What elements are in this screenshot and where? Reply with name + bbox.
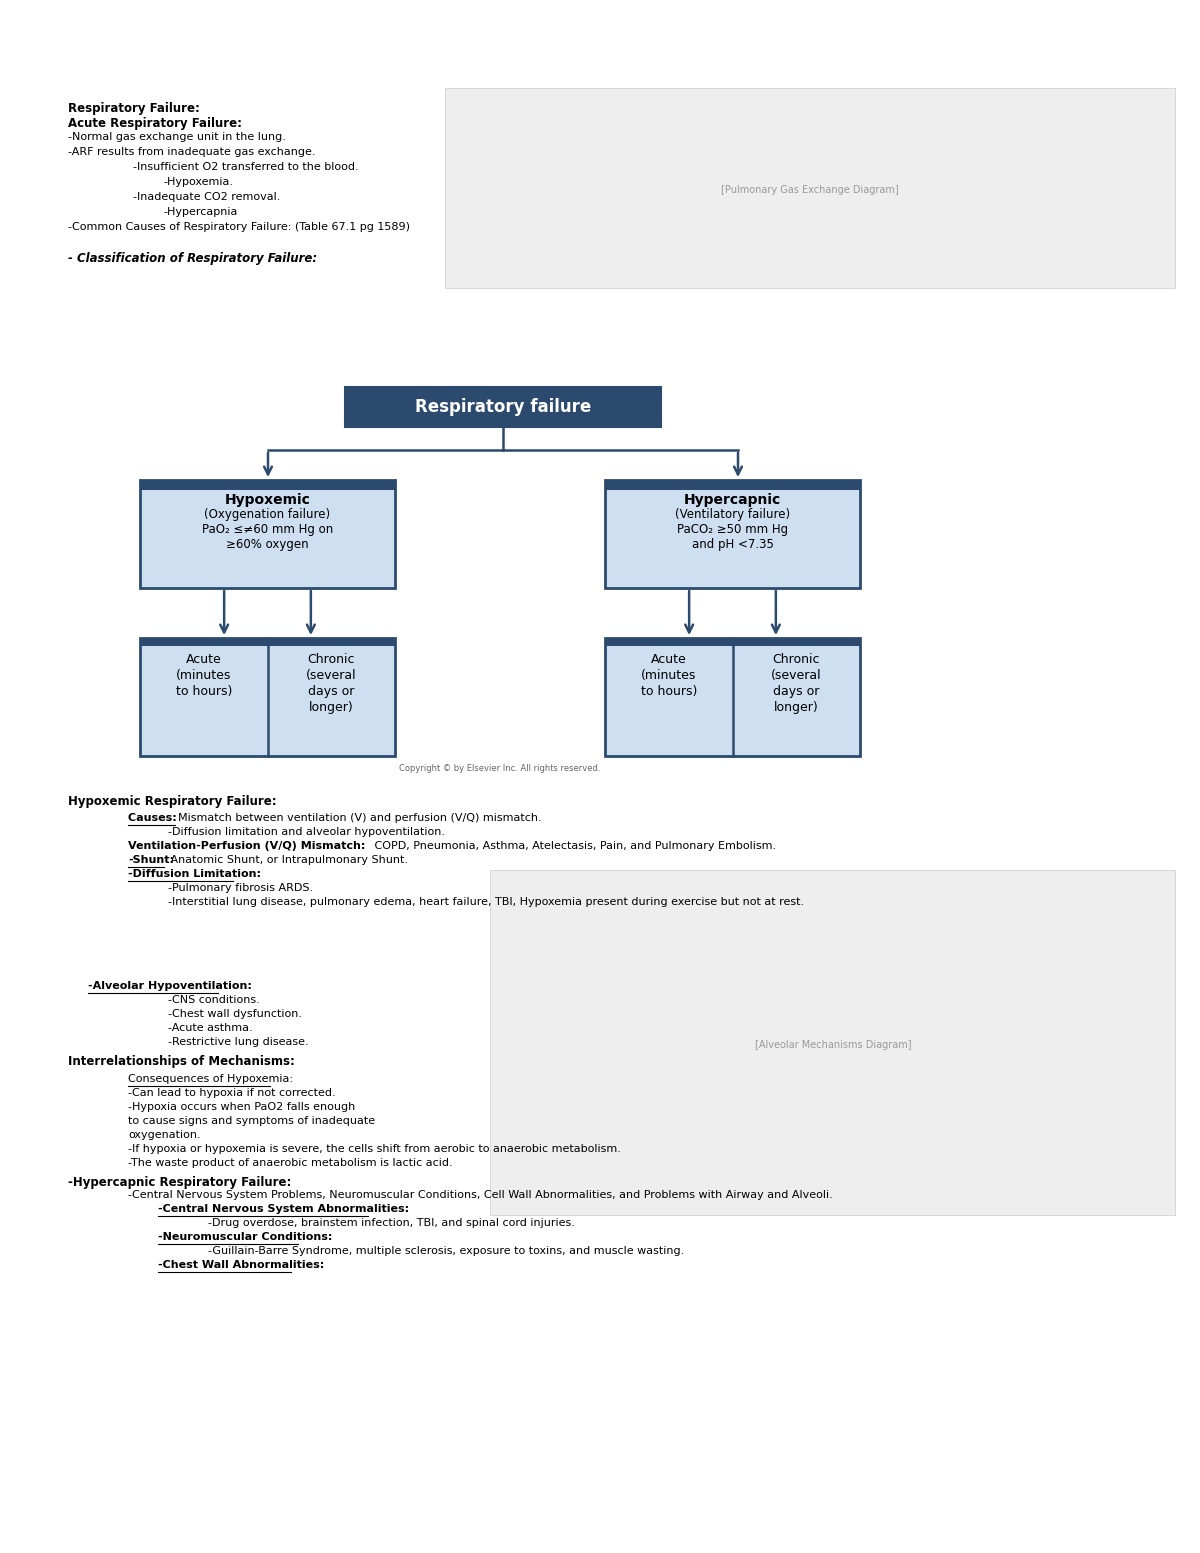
- Text: -Restrictive lung disease.: -Restrictive lung disease.: [168, 1037, 308, 1047]
- Text: Respiratory Failure:: Respiratory Failure:: [68, 102, 200, 115]
- Text: -Hypercapnia: -Hypercapnia: [163, 207, 238, 217]
- Text: Ventilation-Perfusion (V/Q) Mismatch:: Ventilation-Perfusion (V/Q) Mismatch:: [128, 842, 365, 851]
- Text: -Can lead to hypoxia if not corrected.: -Can lead to hypoxia if not corrected.: [128, 1087, 336, 1098]
- Text: -Drug overdose, brainstem infection, TBI, and spinal cord injuries.: -Drug overdose, brainstem infection, TBI…: [208, 1218, 575, 1228]
- Text: ≥60% oxygen: ≥60% oxygen: [226, 537, 308, 551]
- Text: PaO₂ ≤≠60 mm Hg on: PaO₂ ≤≠60 mm Hg on: [202, 523, 334, 536]
- Text: -Guillain-Barre Syndrome, multiple sclerosis, exposure to toxins, and muscle was: -Guillain-Barre Syndrome, multiple scler…: [208, 1246, 684, 1256]
- Text: days or: days or: [773, 685, 820, 697]
- Text: -Normal gas exchange unit in the lung.: -Normal gas exchange unit in the lung.: [68, 132, 286, 141]
- Text: -ARF results from inadequate gas exchange.: -ARF results from inadequate gas exchang…: [68, 148, 316, 157]
- Text: Anatomic Shunt, or Intrapulmonary Shunt.: Anatomic Shunt, or Intrapulmonary Shunt.: [167, 856, 408, 865]
- Text: - Classification of Respiratory Failure:: - Classification of Respiratory Failure:: [68, 252, 317, 266]
- Text: Acute Respiratory Failure:: Acute Respiratory Failure:: [68, 116, 242, 130]
- Text: -Diffusion limitation and alveolar hypoventilation.: -Diffusion limitation and alveolar hypov…: [168, 828, 445, 837]
- Bar: [140, 638, 395, 756]
- Text: longer): longer): [308, 700, 354, 714]
- Bar: [140, 480, 395, 589]
- Text: -If hypoxia or hypoxemia is severe, the cells shift from aerobic to anaerobic me: -If hypoxia or hypoxemia is severe, the …: [128, 1143, 620, 1154]
- Text: oxygenation.: oxygenation.: [128, 1129, 200, 1140]
- Bar: [605, 638, 860, 646]
- Bar: [445, 89, 1175, 287]
- Text: -Neuromuscular Conditions:: -Neuromuscular Conditions:: [158, 1232, 332, 1242]
- Bar: [605, 638, 860, 756]
- Text: days or: days or: [308, 685, 354, 697]
- Text: Interrelationships of Mechanisms:: Interrelationships of Mechanisms:: [68, 1056, 295, 1068]
- Text: (several: (several: [306, 669, 356, 682]
- Text: (several: (several: [770, 669, 822, 682]
- Text: -Pulmonary fibrosis ARDS.: -Pulmonary fibrosis ARDS.: [168, 884, 313, 893]
- Text: Causes:: Causes:: [128, 814, 181, 823]
- Text: Acute: Acute: [186, 652, 222, 666]
- Text: (minutes: (minutes: [641, 669, 696, 682]
- Text: -Interstitial lung disease, pulmonary edema, heart failure, TBI, Hypoxemia prese: -Interstitial lung disease, pulmonary ed…: [168, 898, 804, 907]
- Bar: [605, 480, 860, 589]
- Text: PaCO₂ ≥50 mm Hg: PaCO₂ ≥50 mm Hg: [677, 523, 788, 536]
- Text: -Diffusion Limitation:: -Diffusion Limitation:: [128, 870, 262, 879]
- Text: -Chest wall dysfunction.: -Chest wall dysfunction.: [168, 1009, 302, 1019]
- Text: longer): longer): [774, 700, 818, 714]
- Text: -Chest Wall Abnormalities:: -Chest Wall Abnormalities:: [158, 1259, 324, 1270]
- Text: -Common Causes of Respiratory Failure: (Table 67.1 pg 1589): -Common Causes of Respiratory Failure: (…: [68, 222, 410, 231]
- Text: -Acute asthma.: -Acute asthma.: [168, 1023, 253, 1033]
- Text: -CNS conditions.: -CNS conditions.: [168, 995, 259, 1005]
- Text: -Hypoxia occurs when PaO2 falls enough: -Hypoxia occurs when PaO2 falls enough: [128, 1101, 355, 1112]
- Bar: [140, 480, 395, 491]
- Text: [Alveolar Mechanisms Diagram]: [Alveolar Mechanisms Diagram]: [755, 1041, 911, 1050]
- Text: (minutes: (minutes: [176, 669, 232, 682]
- Text: -Hypercapnic Respiratory Failure:: -Hypercapnic Respiratory Failure:: [68, 1176, 292, 1188]
- Text: [Pulmonary Gas Exchange Diagram]: [Pulmonary Gas Exchange Diagram]: [721, 185, 899, 196]
- Text: Hypercapnic: Hypercapnic: [684, 492, 781, 506]
- Bar: [490, 870, 1175, 1214]
- Text: Mismatch between ventilation (V) and perfusion (V/Q) mismatch.: Mismatch between ventilation (V) and per…: [178, 814, 541, 823]
- Text: and pH <7.35: and pH <7.35: [691, 537, 774, 551]
- Text: Consequences of Hypoxemia:: Consequences of Hypoxemia:: [128, 1073, 293, 1084]
- Text: Respiratory failure: Respiratory failure: [415, 398, 592, 416]
- Text: -Shunt:: -Shunt:: [128, 856, 174, 865]
- Text: to hours): to hours): [641, 685, 697, 697]
- Bar: [346, 387, 661, 427]
- Bar: [140, 638, 395, 646]
- Text: Chronic: Chronic: [773, 652, 820, 666]
- Bar: [605, 480, 860, 491]
- Text: -Inadequate CO2 removal.: -Inadequate CO2 removal.: [133, 193, 281, 202]
- Text: -The waste product of anaerobic metabolism is lactic acid.: -The waste product of anaerobic metaboli…: [128, 1157, 452, 1168]
- Text: COPD, Pneumonia, Asthma, Atelectasis, Pain, and Pulmonary Embolism.: COPD, Pneumonia, Asthma, Atelectasis, Pa…: [371, 842, 776, 851]
- Text: -Central Nervous System Abnormalities:: -Central Nervous System Abnormalities:: [158, 1204, 409, 1214]
- Text: (Oxygenation failure): (Oxygenation failure): [204, 508, 330, 520]
- Text: -Insufficient O2 transferred to the blood.: -Insufficient O2 transferred to the bloo…: [133, 162, 359, 172]
- Text: Hypoxemic: Hypoxemic: [224, 492, 311, 506]
- Text: to hours): to hours): [175, 685, 232, 697]
- Text: -Alveolar Hypoventilation:: -Alveolar Hypoventilation:: [88, 981, 252, 991]
- Text: to cause signs and symptoms of inadequate: to cause signs and symptoms of inadequat…: [128, 1115, 376, 1126]
- Text: Hypoxemic Respiratory Failure:: Hypoxemic Respiratory Failure:: [68, 795, 277, 808]
- Text: (Ventilatory failure): (Ventilatory failure): [674, 508, 790, 520]
- Text: Chronic: Chronic: [307, 652, 355, 666]
- Text: Acute: Acute: [650, 652, 686, 666]
- Text: -Central Nervous System Problems, Neuromuscular Conditions, Cell Wall Abnormalit: -Central Nervous System Problems, Neurom…: [128, 1190, 833, 1200]
- Text: -Hypoxemia.: -Hypoxemia.: [163, 177, 233, 186]
- Text: Copyright © by Elsevier Inc. All rights reserved.: Copyright © by Elsevier Inc. All rights …: [400, 764, 601, 773]
